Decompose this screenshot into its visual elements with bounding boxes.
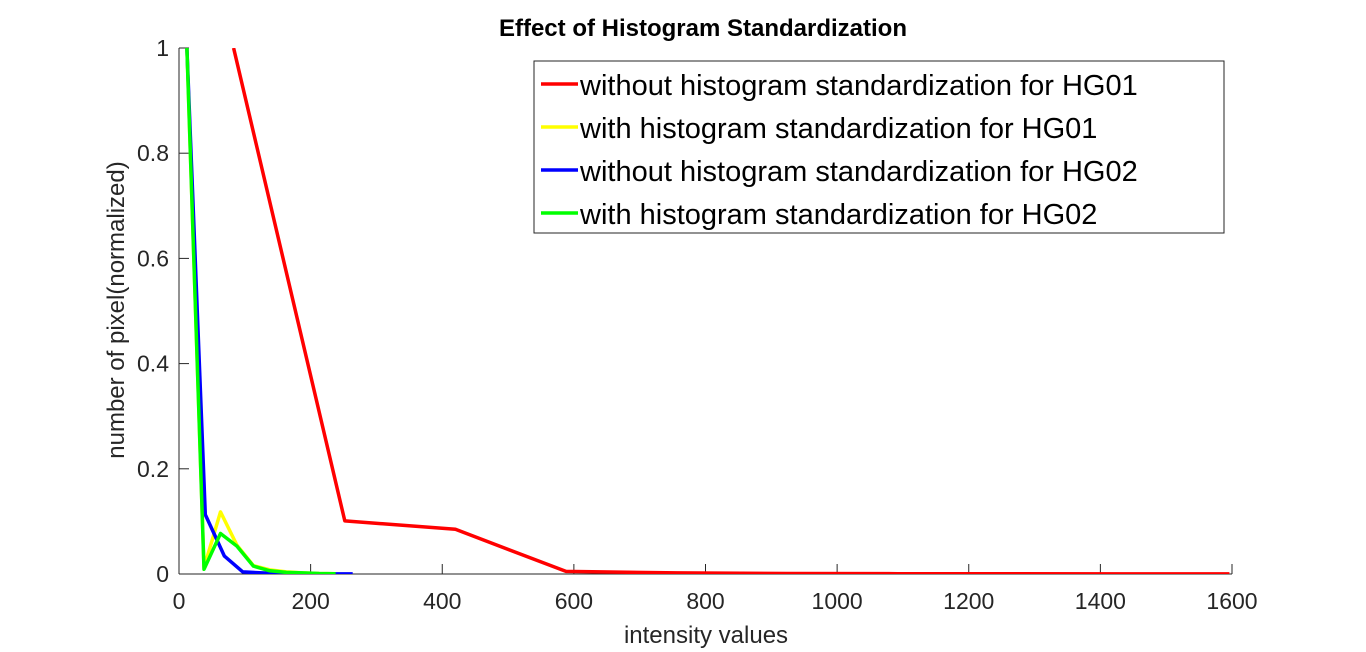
y-tick-label: 0.8 — [137, 140, 169, 166]
legend-label: with histogram standardization for HG02 — [579, 199, 1097, 231]
series-line-3 — [185, 48, 353, 574]
series-line-4 — [185, 48, 336, 574]
x-tick-label: 800 — [686, 588, 724, 614]
legend-label: with histogram standardization for HG01 — [579, 113, 1097, 145]
x-tick-label: 1000 — [812, 588, 863, 614]
legend: without histogram standardization for HG… — [533, 60, 1225, 234]
y-tick-label: 0.4 — [137, 351, 169, 377]
chart-title: Effect of Histogram Standardization — [499, 15, 907, 42]
plot-area: 0 200 400 600 800 1000 1200 1400 1600 0 0.2 0.4 0.6 0… — [137, 35, 1258, 614]
x-tick-label: 400 — [423, 588, 461, 614]
legend-box — [533, 60, 1225, 234]
legend-label: without histogram standardization for HG… — [579, 156, 1138, 188]
y-tick-label: 0 — [156, 561, 169, 587]
y-tick-label: 0.6 — [137, 245, 169, 271]
series-lines — [185, 48, 1230, 574]
series-line-2 — [185, 48, 336, 574]
y-tick-label: 0.2 — [137, 456, 169, 482]
x-tick-label: 0 — [173, 588, 186, 614]
x-tick-label: 200 — [291, 588, 329, 614]
x-axis-title: intensity values — [624, 622, 788, 649]
x-tick-label: 1600 — [1206, 588, 1257, 614]
legend-label: without histogram standardization for HG… — [579, 70, 1138, 102]
x-tick-label: 1200 — [943, 588, 994, 614]
x-tick-label: 1400 — [1075, 588, 1126, 614]
y-axis-title: number of pixel(normalized) — [103, 161, 130, 458]
x-tick-label: 600 — [555, 588, 593, 614]
series-line-1 — [231, 48, 1230, 574]
y-tick-label: 1 — [156, 35, 169, 61]
